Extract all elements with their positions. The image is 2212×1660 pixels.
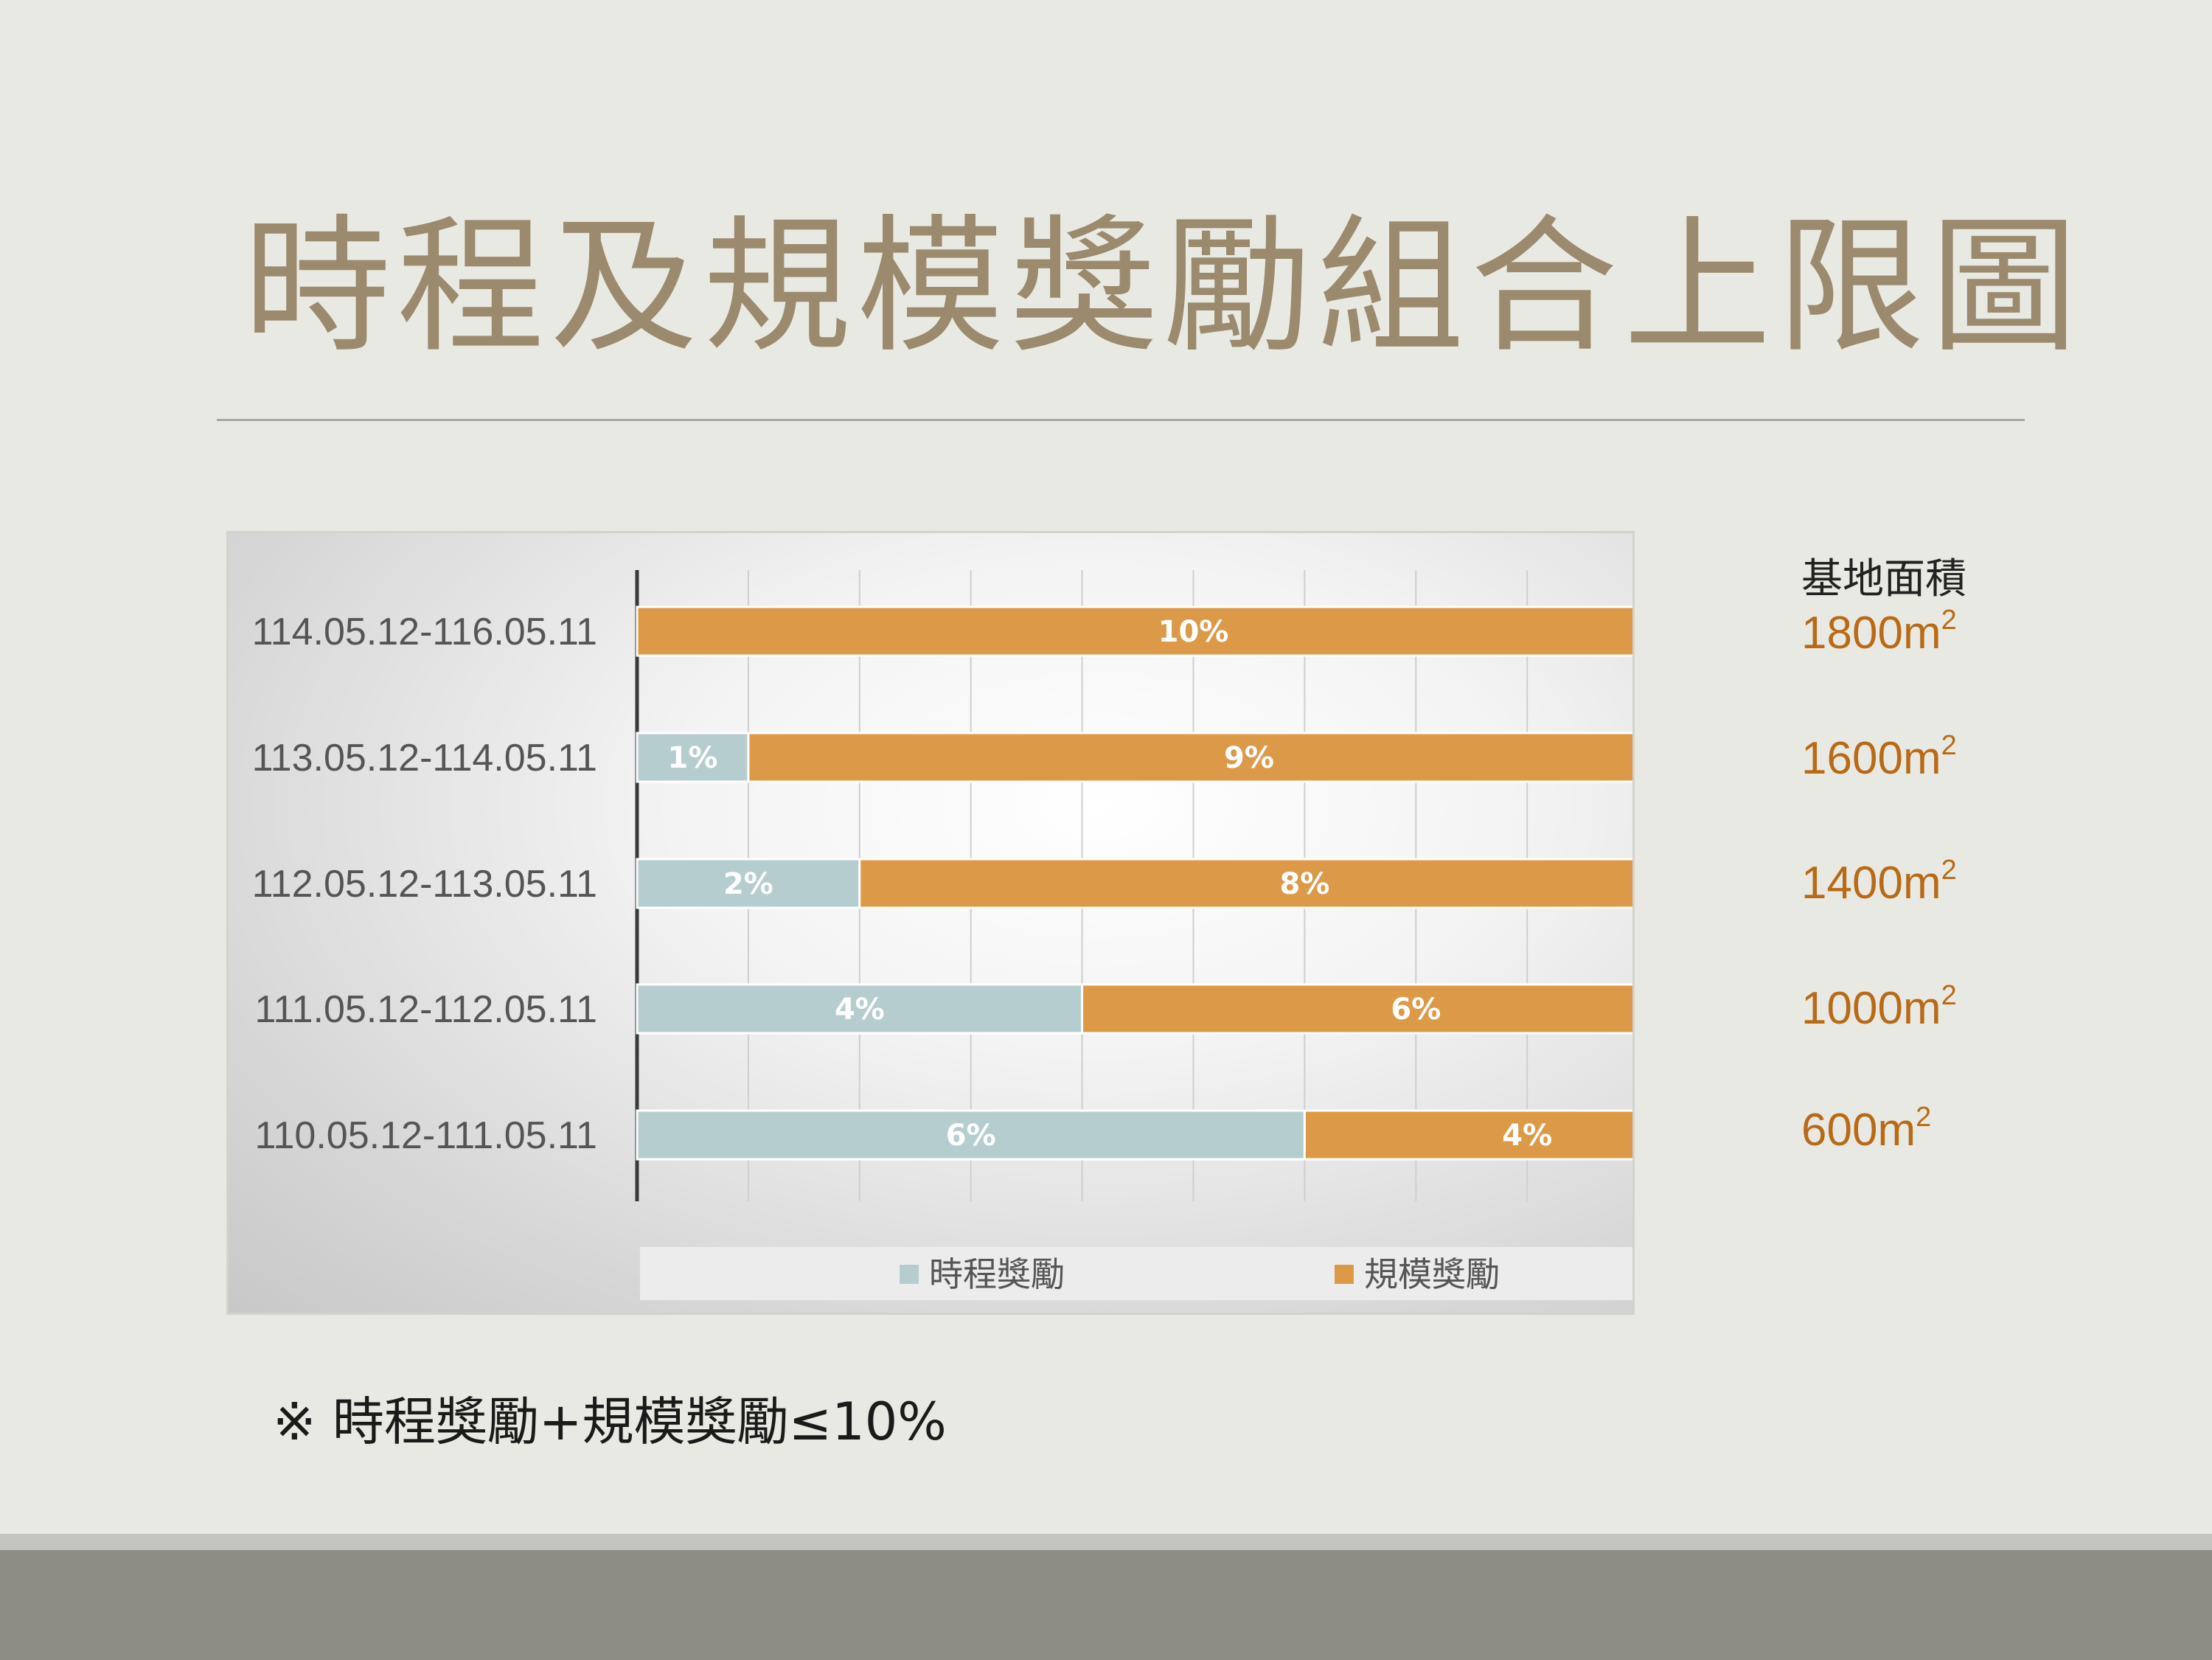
category-label: 112.05.12-113.05.11: [252, 863, 597, 906]
bar-time-bonus: [636, 858, 861, 909]
area-value: 1600m2: [1801, 730, 1957, 785]
footer-band-light: [0, 1534, 2212, 1550]
legend-label: 規模獎勵: [1364, 1254, 1500, 1294]
bar-scale-bonus: [747, 732, 1632, 783]
area-number: 1000: [1801, 983, 1903, 1034]
area-value: 600m2: [1801, 1102, 1932, 1156]
area-unit-exponent: 2: [1941, 980, 1957, 1011]
category-label: 110.05.12-111.05.11: [254, 1114, 597, 1157]
data-label: 10%: [1158, 615, 1229, 649]
data-label: 9%: [1224, 741, 1274, 775]
data-label: 8%: [1279, 867, 1329, 901]
area-number: 1800: [1801, 608, 1903, 659]
category-label: 114.05.12-116.05.11: [252, 611, 597, 653]
area-unit-exponent: 2: [1941, 730, 1957, 761]
chart-panel: 114.05.12-116.05.11 10% 113.05.12-114.05.1…: [226, 531, 1635, 1315]
legend-label: 時程獎勵: [929, 1254, 1065, 1294]
area-value: 1400m2: [1801, 855, 1957, 909]
data-label: 1%: [667, 741, 717, 775]
stacked-bar-chart: 114.05.12-116.05.11 10% 113.05.12-114.05.1…: [252, 570, 1632, 1300]
legend-swatch: [900, 1265, 919, 1284]
area-value: 1000m2: [1801, 980, 1957, 1035]
area-unit: m: [1902, 733, 1941, 784]
bar-scale-bonus: [1303, 1109, 1632, 1161]
area-unit-exponent: 2: [1916, 1102, 1932, 1133]
bar-time-bonus: [636, 1109, 1306, 1161]
bar-scale-bonus: [858, 858, 1632, 909]
title-divider: [217, 419, 2025, 421]
data-label: 4%: [1502, 1119, 1552, 1153]
area-number: 1400: [1801, 858, 1903, 909]
area-unit: m: [1902, 983, 1941, 1034]
data-label: 4%: [835, 993, 885, 1027]
data-label: 6%: [946, 1119, 996, 1153]
category-label: 113.05.12-114.05.11: [252, 737, 597, 779]
bar-time-bonus: [636, 983, 1084, 1035]
data-label: 2%: [723, 867, 773, 901]
page-title: 時程及規模獎勵組合上限圖: [243, 201, 2084, 373]
area-heading: 基地面積: [1801, 555, 1966, 603]
bar-scale-bonus: [636, 605, 1632, 657]
area-unit: m: [1902, 858, 1941, 909]
data-label: 6%: [1391, 993, 1441, 1027]
footnote: ※ 時程獎勵+規模獎勵≤10%: [273, 1392, 947, 1452]
category-label: 111.05.12-112.05.11: [254, 988, 597, 1031]
area-unit-exponent: 2: [1941, 605, 1957, 636]
area-unit: m: [1902, 608, 1941, 659]
legend-swatch: [1335, 1265, 1354, 1284]
area-unit-exponent: 2: [1941, 855, 1957, 886]
area-value: 1800m2: [1801, 605, 1957, 659]
area-unit: m: [1877, 1105, 1916, 1156]
area-number: 600: [1801, 1105, 1878, 1156]
footer-band-dark: [0, 1550, 2212, 1660]
bar-scale-bonus: [1081, 983, 1632, 1035]
area-number: 1600: [1801, 733, 1903, 784]
legend-box: [640, 1247, 1632, 1300]
